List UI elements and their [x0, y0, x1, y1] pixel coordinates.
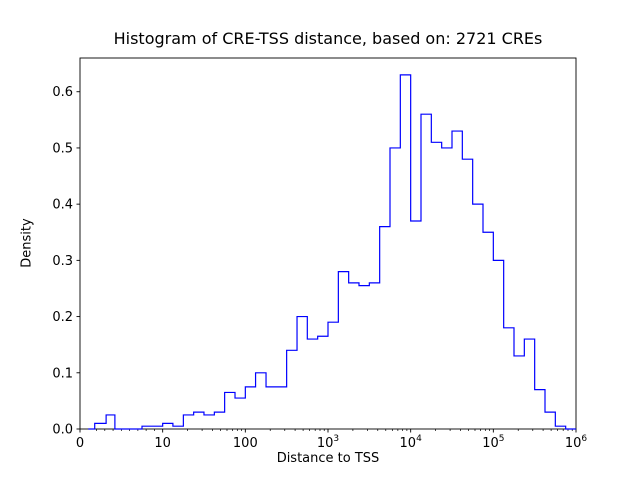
- y-tick-label: 0.0: [52, 423, 73, 438]
- y-tick-label: 0.2: [52, 310, 73, 325]
- histogram-step-line: [88, 74, 576, 430]
- y-tick-label: 0.5: [52, 141, 73, 156]
- x-tick-label: 10: [154, 436, 171, 451]
- x-tick-label: 103: [317, 434, 339, 451]
- chart-title: Histogram of CRE-TSS distance, based on:…: [113, 29, 543, 48]
- x-tick-label: 100: [233, 436, 258, 451]
- y-tick-label: 0.6: [52, 85, 73, 100]
- plot-border: [79, 57, 577, 430]
- x-tick-label: 104: [400, 434, 423, 451]
- y-tick-label: 0.3: [52, 254, 73, 269]
- x-tick-label: 0: [76, 436, 84, 451]
- y-tick-label: 0.4: [52, 198, 73, 213]
- x-tick-label: 105: [482, 434, 504, 451]
- y-tick-label: 0.1: [52, 366, 73, 381]
- y-axis-label: Density: [19, 218, 35, 268]
- x-axis-label: Distance to TSS: [276, 451, 380, 466]
- x-tick-label: 106: [565, 434, 588, 451]
